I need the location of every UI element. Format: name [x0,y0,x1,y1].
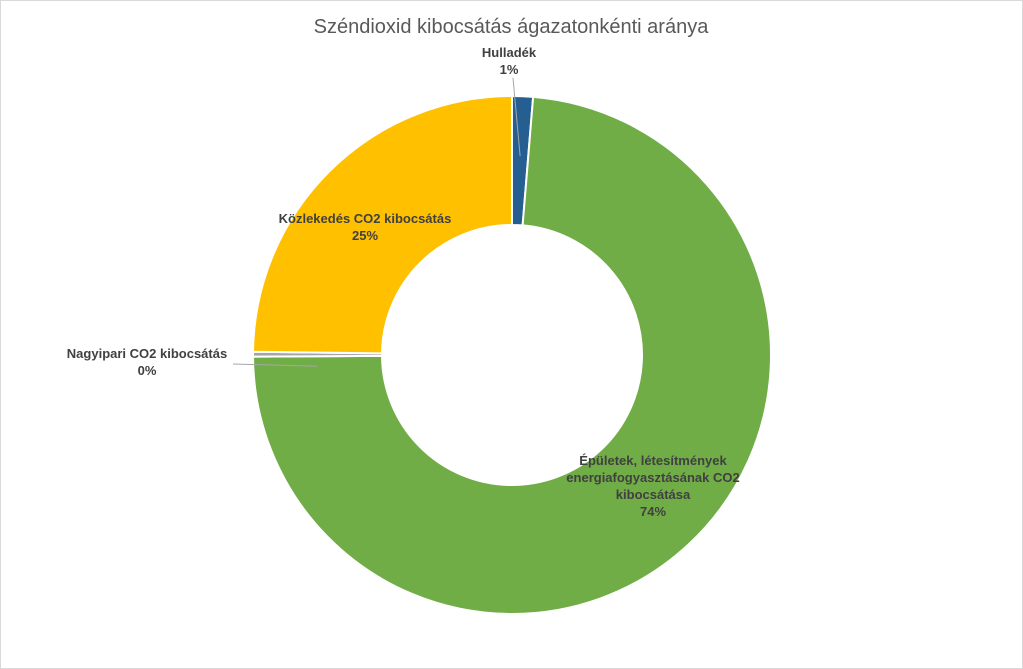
data-label-1: Épületek, létesítmények energiafogyasztás… [566,453,739,519]
leader-line-2 [232,363,318,367]
slice-3 [252,94,513,355]
slices-group [251,94,772,615]
slice-1 [251,95,772,615]
leader-line-0 [512,77,521,157]
chart-title: Széndioxid kibocsátás ágazatonkénti arán… [314,16,710,38]
leader-lines-group [232,77,521,367]
data-label-0: Hulladék 1% [482,45,537,77]
data-label-2: Nagyipari CO2 kibocsátás 0% [67,346,227,378]
data-labels-group: Hulladék 1% Épületek, létesítmények energia… [67,45,740,519]
data-label-3: Közlekedés CO2 kibocsátás 25% [279,211,452,243]
